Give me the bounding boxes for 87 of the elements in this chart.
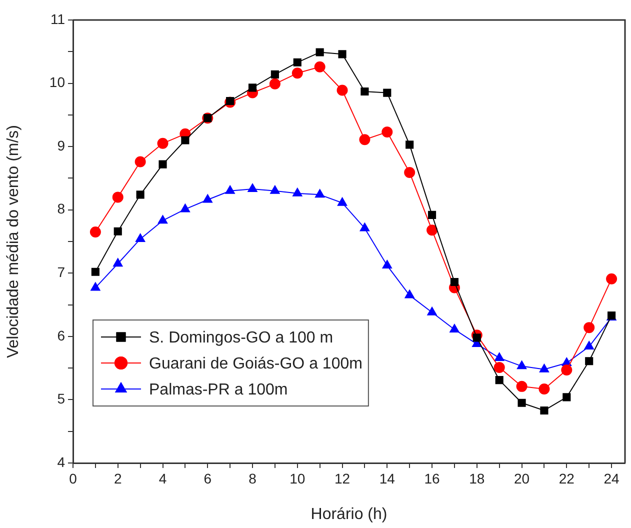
point [360,87,369,96]
x-tick-label: 8 [248,470,257,486]
x-tick-label: 6 [204,470,212,486]
legend-label: Palmas-PR a 100m [149,381,288,398]
point [494,362,505,373]
point [270,70,279,78]
point [315,189,325,198]
y-tick-label: 10 [49,74,66,90]
point [539,364,550,372]
point [114,227,122,236]
point [248,84,257,92]
point [181,136,190,144]
point [293,58,302,66]
point [406,140,414,149]
y-tick-label: 4 [57,454,66,470]
point [561,364,572,376]
y-axis-title: Velocidade média do vento (m/s) [5,124,22,358]
y-tick-label: 6 [57,327,66,344]
point [538,383,550,394]
x-axis-title: Horário (h) [310,506,388,523]
point [338,50,346,58]
point [180,204,190,212]
point [157,138,168,149]
point [426,224,438,236]
point [316,48,324,56]
x-tick-label: 12 [334,470,350,486]
point [112,192,124,203]
point [136,190,144,199]
x-tick-label: 2 [114,470,122,486]
point [516,360,527,370]
point [404,167,416,178]
y-tick-label: 9 [57,137,66,154]
point [158,215,168,224]
y-tick-label: 8 [57,200,66,217]
point [292,188,302,196]
point [382,126,393,138]
y-tick-label: 7 [57,264,66,280]
point [495,376,504,384]
x-tick-label: 24 [604,470,620,486]
point [90,282,100,291]
point [360,222,370,232]
point [585,357,594,366]
point [337,197,348,206]
point [359,134,370,146]
point [269,78,280,90]
point [472,334,481,342]
x-tick-label: 10 [290,470,306,486]
point [584,341,594,350]
point [314,61,326,72]
point [382,260,392,269]
point [90,226,101,238]
y-tick-label: 11 [50,10,66,27]
point [404,290,414,298]
point [427,306,437,316]
point [113,258,123,267]
x-tick-label: 4 [158,470,167,486]
point [494,352,504,361]
legend-label: S. Domingos-GO a 100 m [149,329,334,346]
point [450,324,460,332]
x-tick-label: 20 [514,470,530,486]
point [134,156,146,168]
point [562,393,571,402]
x-tick-label: 14 [379,470,396,486]
legend-label: Guarani de Goiás-GO a 100m [149,355,362,372]
point [336,84,348,96]
x-tick-label: 0 [69,470,78,486]
y-tick-label: 5 [57,390,66,407]
x-tick-label: 22 [558,470,575,486]
point [202,194,212,203]
point [292,68,303,79]
point [428,210,436,219]
point [248,183,258,192]
point [225,185,235,194]
point [606,273,618,284]
point [516,380,528,392]
point [540,406,548,415]
point [91,268,100,276]
point [518,398,526,407]
point [450,278,458,286]
x-tick-label: 18 [469,470,485,486]
point [270,185,280,194]
point [135,233,146,242]
point [584,322,595,334]
point [226,96,234,106]
point [158,160,167,168]
x-tick-label: 16 [424,470,440,486]
point [383,88,392,97]
